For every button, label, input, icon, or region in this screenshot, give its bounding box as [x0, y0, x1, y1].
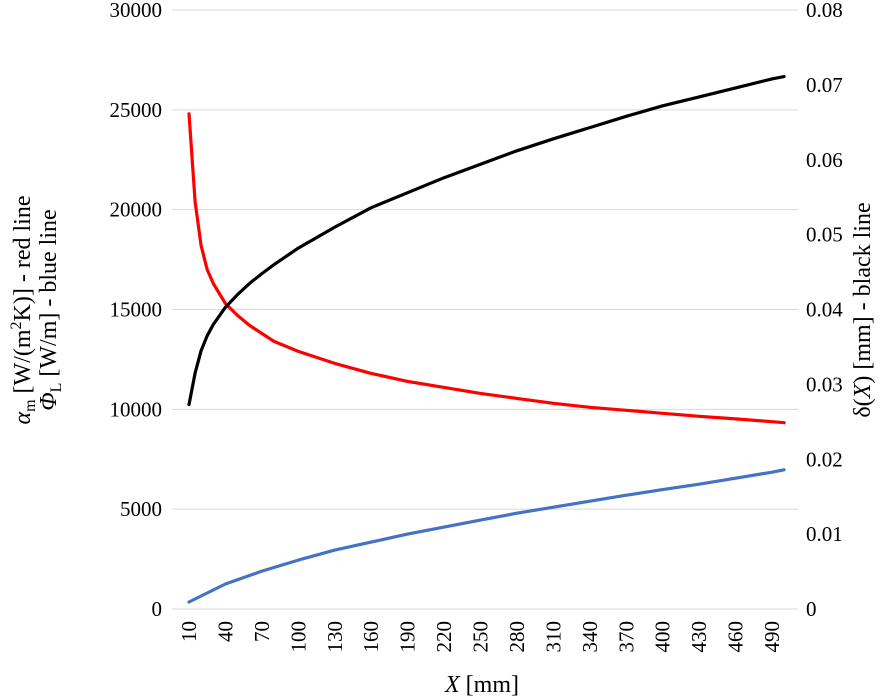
x-tick-label: 40 — [213, 621, 237, 642]
x-tick-label: 280 — [505, 621, 529, 653]
right-axis-ticks: 0 0.01 0.02 0.03 0.04 0.05 0.06 0.07 0.08 — [806, 0, 843, 621]
y-right-tick-label: 0.04 — [806, 298, 843, 322]
y-left-tick-label: 5000 — [120, 497, 162, 521]
x-tick-label: 490 — [760, 621, 784, 653]
x-tick-label: 400 — [651, 621, 675, 653]
y-right-tick-label: 0.01 — [806, 522, 843, 546]
left-axis-title-line2: ΦL [W/m] - blue line — [36, 209, 65, 410]
x-tick-label: 100 — [286, 621, 310, 653]
series-line-2 — [187, 74, 786, 407]
y-left-tick-label: 20000 — [110, 198, 163, 222]
x-tick-label: 160 — [359, 621, 383, 653]
left-axis-ticks: 0 5000 10000 15000 20000 25000 30000 — [110, 0, 163, 621]
y-left-tick-label: 25000 — [110, 98, 163, 122]
x-tick-label: 130 — [323, 621, 347, 653]
x-tick-label: 70 — [250, 621, 274, 642]
y-right-tick-label: 0.03 — [806, 372, 843, 396]
x-tick-label: 340 — [578, 621, 602, 653]
y-left-tick-label: 0 — [152, 597, 163, 621]
series-lines — [187, 74, 786, 604]
y-left-tick-label: 10000 — [110, 397, 163, 421]
y-right-tick-label: 0.02 — [806, 447, 843, 471]
x-axis-ticks: 10 40 70 100 130 160 190 220 250 280 310 340 370 400 4… — [177, 621, 784, 653]
x-tick-label: 460 — [724, 621, 748, 653]
x-tick-label: 250 — [469, 621, 493, 653]
left-axis-title-line1: αm [W/(m2K)] - red line — [8, 196, 39, 425]
grid-lines — [172, 9, 798, 610]
x-tick-label: 190 — [396, 621, 420, 653]
y-right-tick-label: 0.08 — [806, 0, 843, 22]
x-tick-label: 310 — [541, 621, 565, 653]
y-right-tick-label: 0.06 — [806, 148, 843, 172]
x-tick-label: 430 — [687, 621, 711, 653]
y-right-tick-label: 0.07 — [806, 73, 843, 97]
x-tick-label: 370 — [614, 621, 638, 653]
series-line-1 — [187, 468, 786, 604]
y-right-tick-label: 0 — [806, 597, 817, 621]
series-line-0 — [187, 112, 786, 425]
y-right-tick-label: 0.05 — [806, 223, 843, 247]
y-left-tick-label: 30000 — [110, 0, 163, 22]
x-tick-label: 220 — [432, 621, 456, 653]
x-tick-label: 10 — [177, 621, 201, 642]
y-left-tick-label: 15000 — [110, 298, 163, 322]
right-axis-title: δ(X) [mm] - black line — [850, 202, 876, 417]
x-axis-title: X [mm] — [444, 672, 519, 698]
